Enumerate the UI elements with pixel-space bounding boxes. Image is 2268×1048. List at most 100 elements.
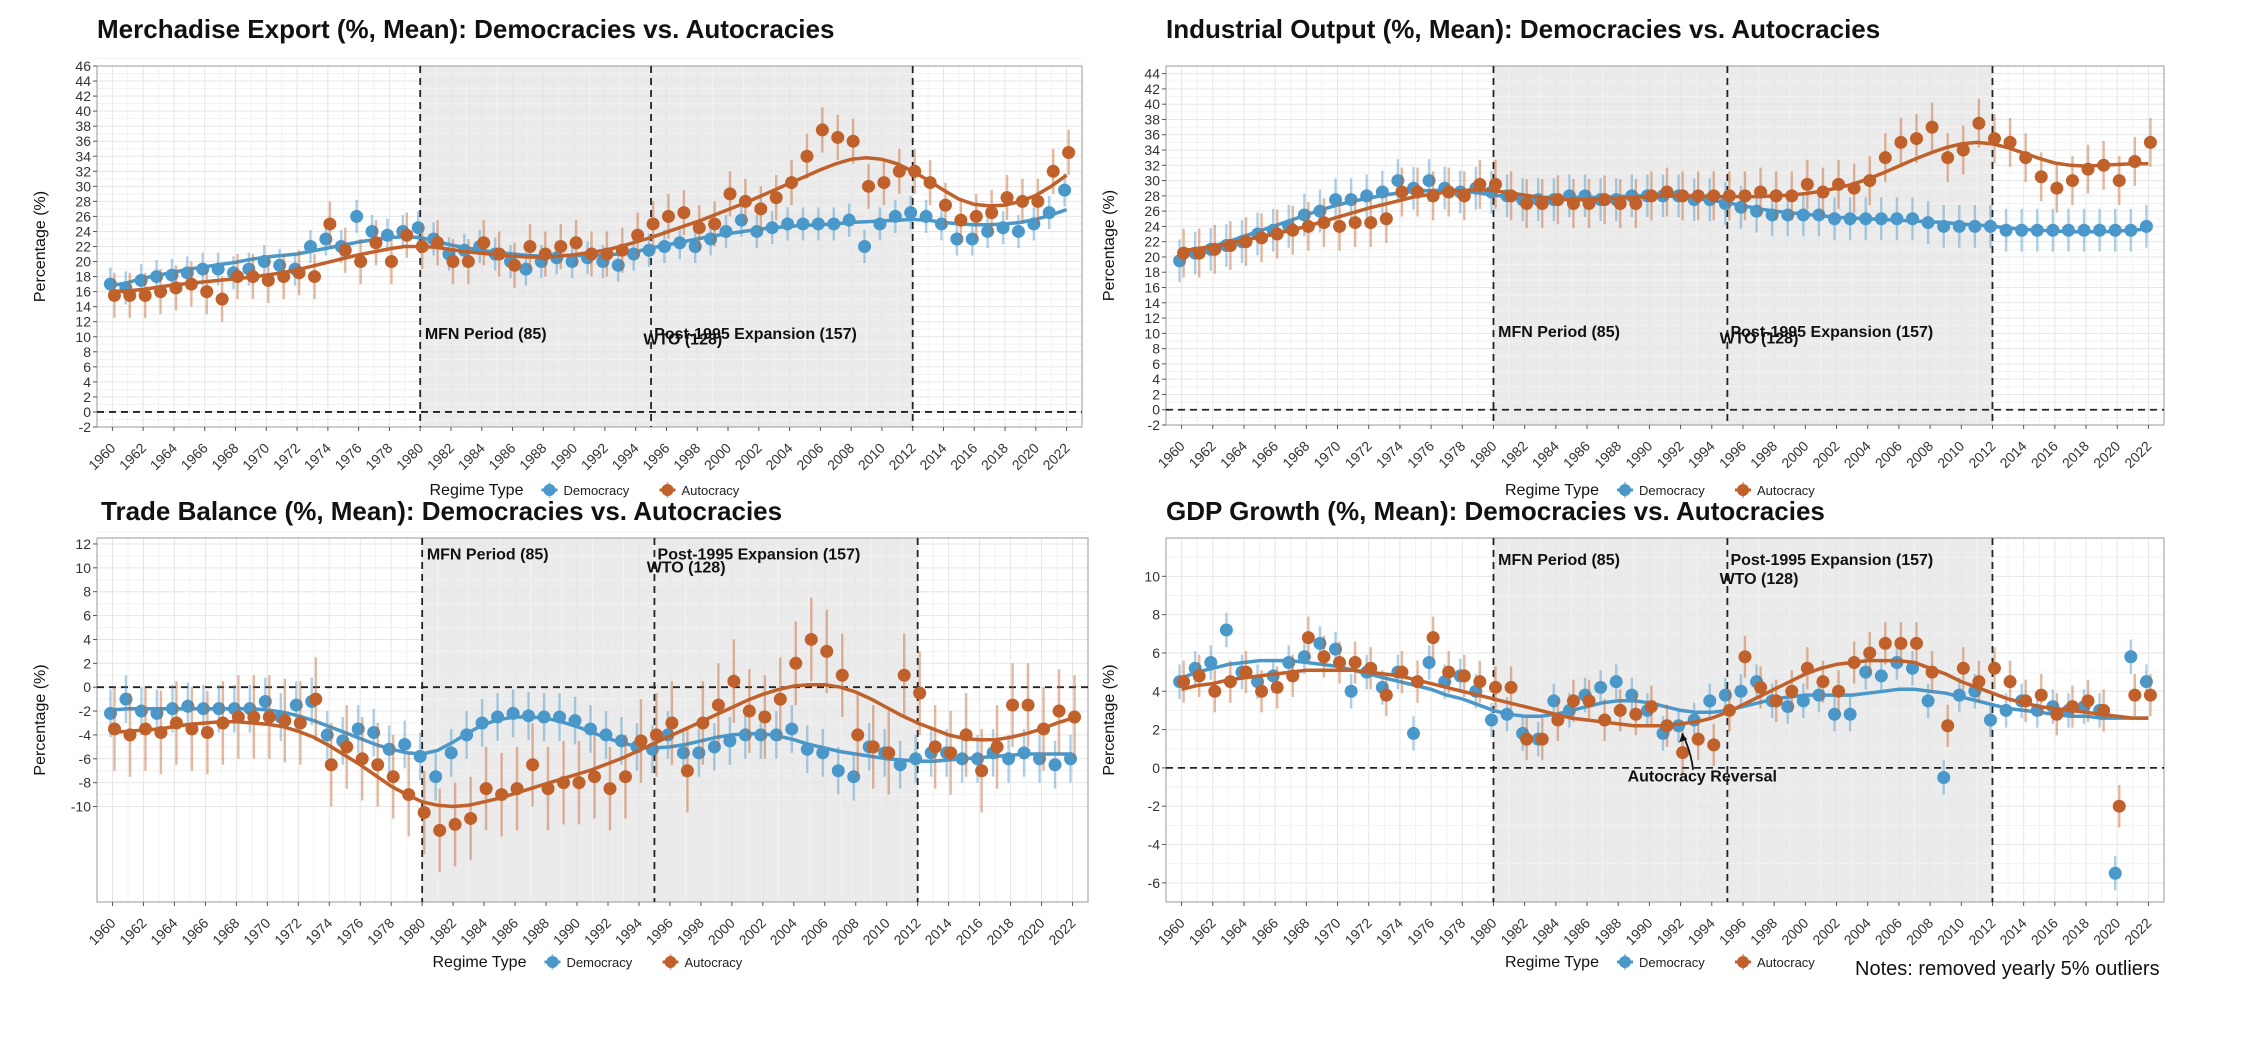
data-point: [1006, 698, 1020, 712]
data-point: [727, 674, 741, 688]
data-point: [522, 709, 536, 723]
legend-title: Regime Type: [1505, 954, 1599, 971]
y-tick-label: -8: [79, 775, 92, 791]
data-point: [1832, 684, 1846, 698]
x-tick-label: 1972: [1341, 438, 1374, 471]
x-tick-label: 1980: [393, 440, 426, 473]
legend-key-autocracy: [664, 956, 677, 968]
data-point: [1828, 707, 1842, 721]
data-point: [1379, 688, 1393, 702]
x-tick-label: 1974: [301, 440, 334, 473]
data-point: [1812, 688, 1826, 702]
data-point: [1208, 242, 1222, 256]
legend-label-autocracy: Autocracy: [682, 483, 740, 498]
data-point: [696, 716, 710, 730]
x-tick-label: 1988: [519, 915, 552, 948]
data-point: [627, 247, 641, 261]
y-tick-label: 36: [1144, 127, 1160, 143]
data-point: [599, 728, 613, 742]
data-point: [820, 644, 834, 658]
x-tick-label: 1960: [1154, 438, 1187, 471]
data-point: [338, 243, 352, 257]
chart-title: Trade Balance (%, Mean): Democracies vs.…: [101, 496, 782, 526]
data-point: [1064, 752, 1078, 766]
data-point: [835, 668, 849, 682]
data-point: [934, 217, 948, 231]
y-tick-label: 2: [1152, 386, 1160, 402]
y-tick-label: 20: [75, 254, 91, 270]
annotation: Post-1995 Expansion (157): [1730, 552, 1933, 569]
y-tick-label: 34: [1144, 142, 1160, 158]
y-tick-label: 12: [1144, 310, 1160, 326]
x-tick-label: 1970: [1310, 438, 1343, 471]
legend-label-democracy: Democracy: [1639, 483, 1705, 498]
data-point: [804, 632, 818, 646]
annotation: WTO (128): [643, 331, 722, 348]
data-point: [2030, 223, 2044, 237]
data-point: [413, 749, 427, 763]
y-tick-label: -4: [79, 727, 92, 743]
y-tick-label: 44: [1144, 66, 1160, 82]
y-tick-label: -2: [79, 419, 92, 435]
data-point: [2003, 675, 2017, 689]
data-point: [2050, 707, 2064, 721]
data-point: [847, 770, 861, 784]
x-tick-label: 2006: [798, 915, 831, 948]
data-point: [688, 240, 702, 253]
data-point: [278, 714, 292, 728]
data-point: [1457, 189, 1471, 203]
data-point: [1878, 151, 1892, 165]
data-point: [448, 817, 462, 831]
data-point: [1956, 661, 1970, 675]
data-point: [1208, 684, 1222, 698]
data-point: [2139, 219, 2153, 233]
x-tick-label: 2010: [1934, 915, 1967, 948]
data-point: [1956, 143, 1970, 157]
x-tick-label: 1984: [457, 915, 490, 948]
data-point: [1333, 656, 1347, 670]
data-point: [2003, 135, 2017, 149]
data-point: [1301, 219, 1315, 233]
data-point: [1983, 713, 1997, 727]
x-tick-label: 2012: [1965, 438, 1998, 471]
data-point: [355, 752, 369, 766]
data-point: [185, 722, 199, 736]
data-point: [1239, 665, 1253, 679]
y-tick-label: 46: [75, 58, 91, 74]
x-tick-label: 1996: [639, 440, 672, 473]
data-point: [258, 695, 272, 709]
data-point: [340, 740, 354, 754]
data-point: [200, 285, 214, 299]
data-point: [444, 746, 458, 760]
data-point: [180, 266, 194, 280]
data-point: [938, 198, 952, 212]
data-point: [1785, 684, 1799, 698]
annotation: Post-1995 Expansion (157): [658, 546, 861, 563]
data-point: [971, 752, 985, 766]
data-point: [169, 716, 183, 730]
data-point: [323, 217, 337, 231]
data-point: [2019, 694, 2033, 708]
y-tick-label: 12: [75, 536, 91, 552]
trend-line: [112, 683, 1074, 809]
data-point: [785, 722, 799, 736]
annotation: WTO (128): [1720, 330, 1799, 347]
data-point: [216, 716, 230, 730]
series-autocracy: [107, 107, 1076, 322]
x-tick-label: 1994: [1685, 438, 1718, 471]
data-point: [1796, 694, 1810, 708]
data-point: [1422, 656, 1436, 670]
x-tick-label: 2010: [855, 440, 888, 473]
data-point: [231, 710, 245, 724]
x-tick-label: 2002: [1809, 915, 1842, 948]
data-point: [1031, 194, 1045, 208]
data-point: [293, 716, 307, 730]
data-point: [990, 740, 1004, 754]
data-point: [1910, 636, 1923, 650]
data-point: [1972, 675, 1986, 689]
data-point: [2034, 170, 2048, 184]
data-point: [634, 734, 648, 748]
x-tick-label: 1964: [147, 915, 180, 948]
data-point: [1520, 196, 1534, 210]
data-point: [1921, 694, 1935, 708]
